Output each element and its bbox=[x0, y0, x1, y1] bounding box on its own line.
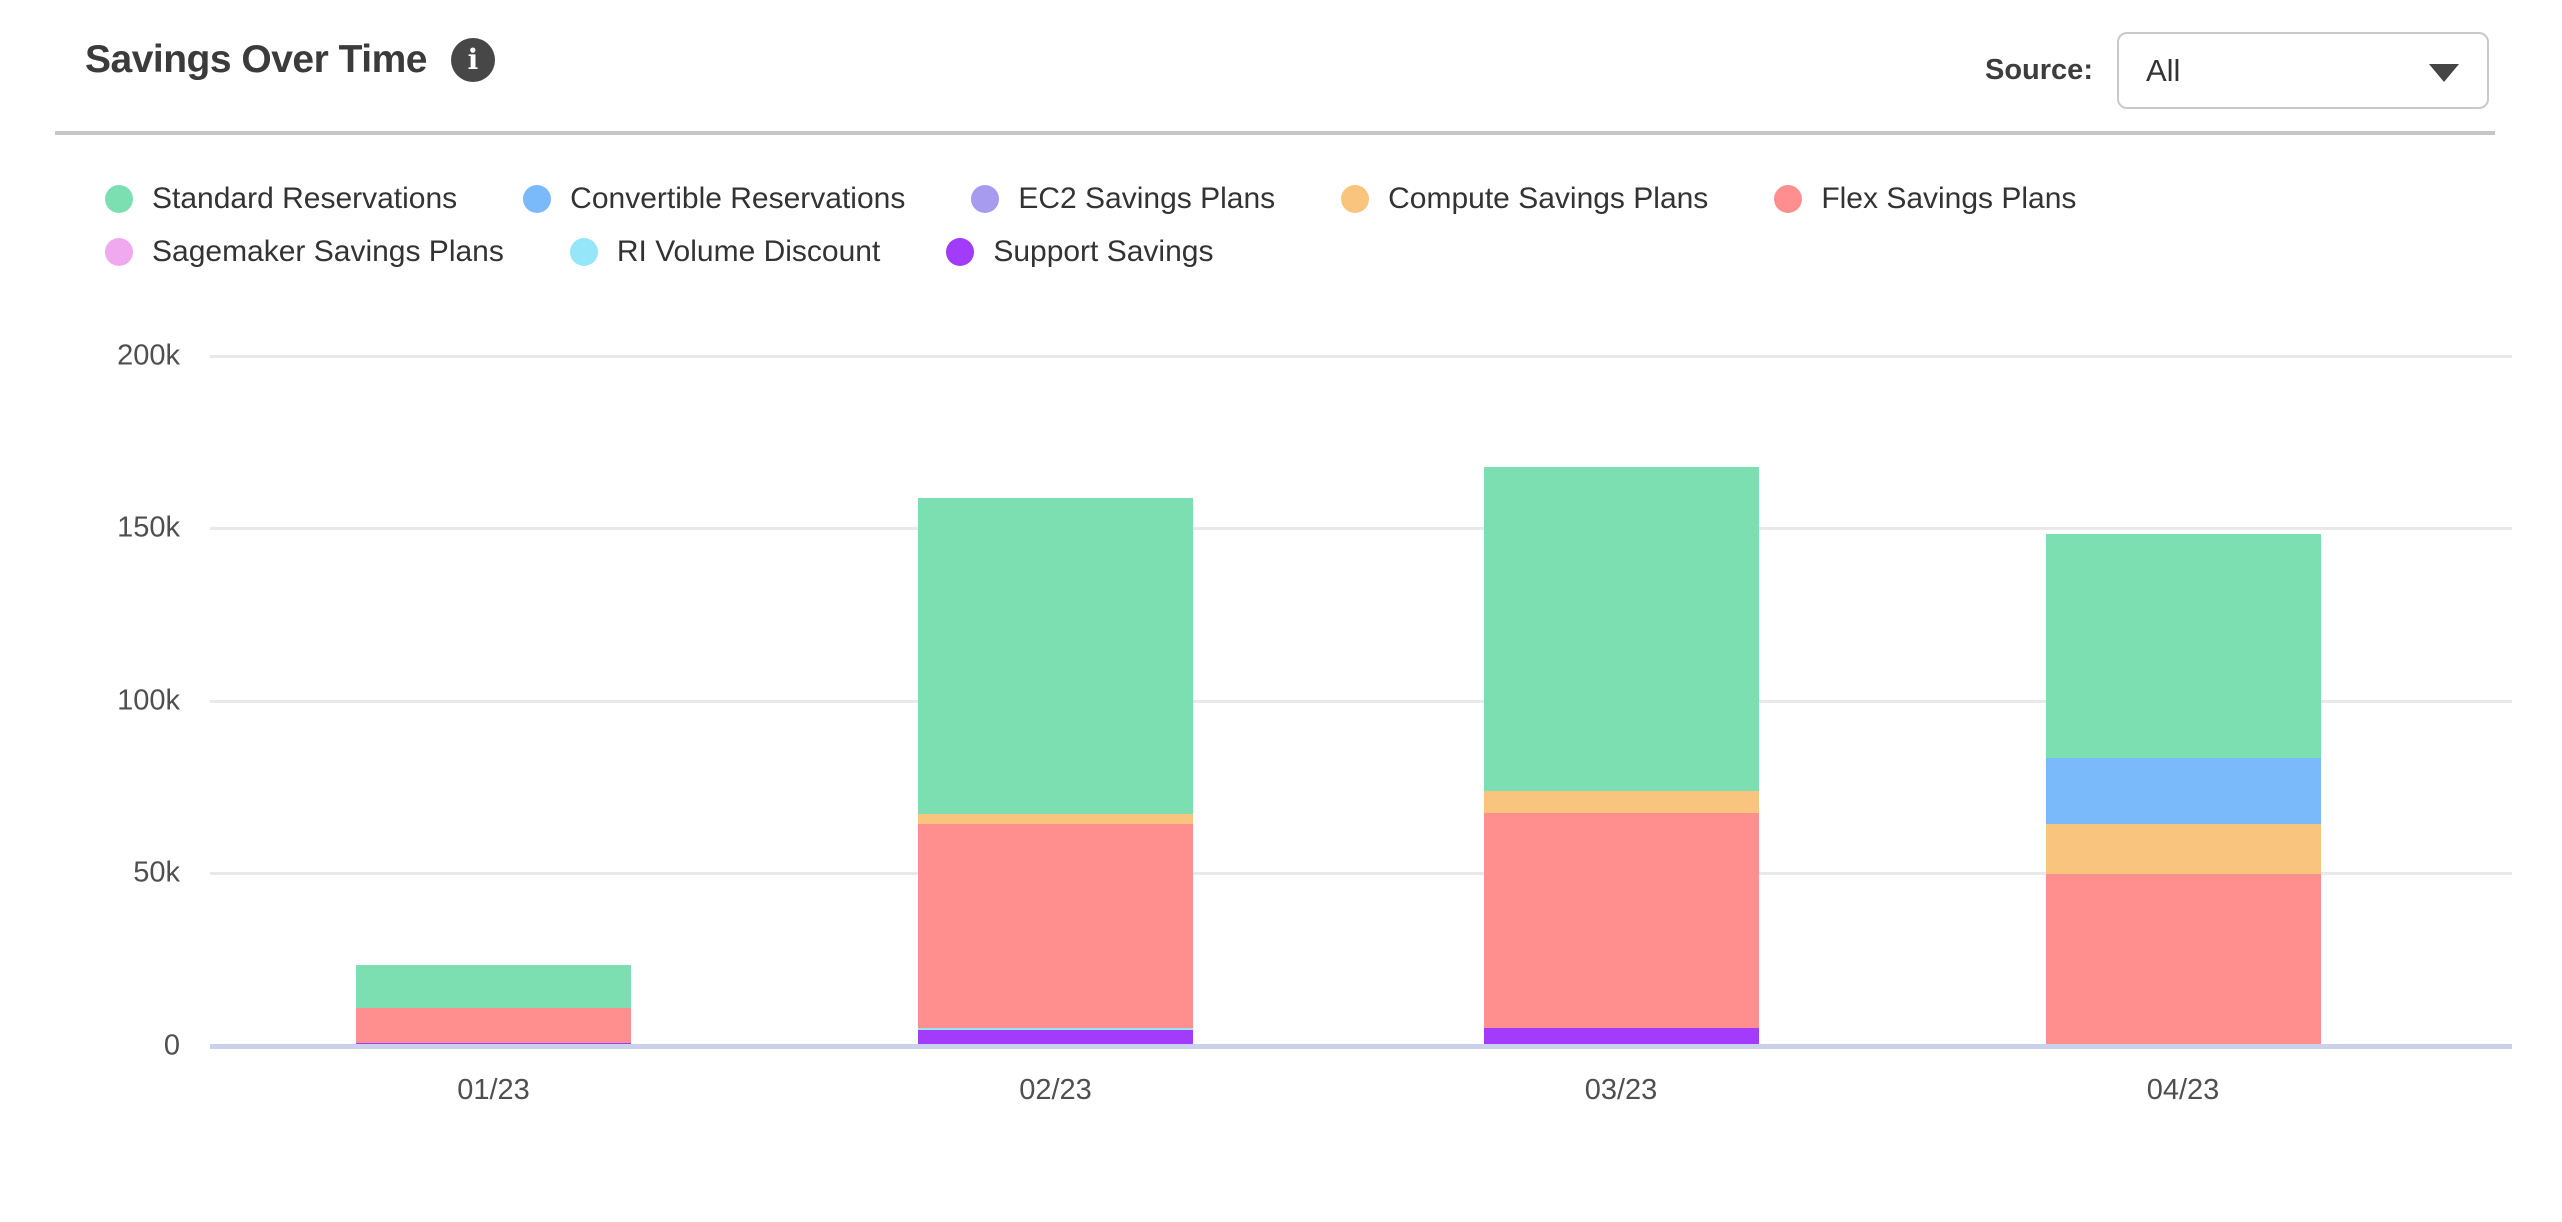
bar-segment[interactable] bbox=[918, 1027, 1193, 1031]
bar-segment[interactable] bbox=[356, 1008, 631, 1043]
legend-dot-icon bbox=[105, 185, 133, 213]
legend-item-label: Compute Savings Plans bbox=[1388, 182, 1709, 215]
y-axis-tick-label: 200k bbox=[117, 339, 180, 372]
chevron-down-icon bbox=[2428, 63, 2459, 82]
bar-segment[interactable] bbox=[1483, 1027, 1759, 1046]
legend-item-label: Support Savings bbox=[993, 235, 1214, 268]
legend-dot-icon bbox=[971, 185, 1000, 213]
legend-item[interactable]: EC2 Savings Plans bbox=[971, 182, 1275, 216]
legend-item[interactable]: Support Savings bbox=[946, 235, 1213, 269]
legend-item[interactable]: Sagemaker Savings Plans bbox=[105, 235, 504, 269]
legend-item[interactable]: RI Volume Discount bbox=[569, 235, 881, 269]
legend-dot-icon bbox=[523, 185, 552, 213]
bar-segment[interactable] bbox=[2045, 757, 2321, 825]
legend-row: Standard Reservations Convertible Reserva… bbox=[105, 182, 2076, 216]
legend-item-label: EC2 Savings Plans bbox=[1018, 182, 1276, 215]
info-icon-glyph: i bbox=[467, 43, 479, 76]
x-axis-tick-label: 03/23 bbox=[1584, 1074, 1658, 1106]
bar-segment[interactable] bbox=[2045, 824, 2321, 875]
legend: Standard Reservations Convertible Reserva… bbox=[105, 182, 2076, 269]
bar-segment[interactable] bbox=[918, 813, 1193, 824]
legend-item-label: Convertible Reservations bbox=[570, 182, 906, 215]
page-title: Savings Over Time bbox=[85, 38, 427, 81]
source-label: Source: bbox=[1985, 54, 2093, 86]
legend-item[interactable]: Standard Reservations bbox=[105, 182, 457, 216]
bar-segment[interactable] bbox=[918, 497, 1193, 814]
bar-segment[interactable] bbox=[1483, 813, 1759, 1028]
source-dropdown-value: All bbox=[2145, 52, 2181, 88]
bar-segment[interactable] bbox=[2045, 874, 2321, 1046]
y-axis-tick-label: 100k bbox=[117, 684, 180, 717]
legend-item-label: Sagemaker Savings Plans bbox=[152, 235, 504, 268]
legend-item-label: Standard Reservations bbox=[152, 182, 458, 215]
source-dropdown[interactable]: All bbox=[2116, 32, 2489, 109]
legend-item[interactable]: Compute Savings Plans bbox=[1341, 182, 1708, 216]
info-icon[interactable]: i bbox=[450, 38, 495, 82]
bar-segment[interactable] bbox=[1483, 790, 1759, 814]
x-axis-tick-label: 04/23 bbox=[2146, 1074, 2220, 1106]
legend-item-label: Flex Savings Plans bbox=[1821, 182, 2077, 215]
legend-item[interactable]: Convertible Reservations bbox=[523, 182, 905, 216]
bar-segment[interactable] bbox=[2045, 534, 2321, 758]
legend-item-label: RI Volume Discount bbox=[616, 235, 881, 268]
gridline bbox=[210, 354, 2512, 358]
legend-dot-icon bbox=[1774, 185, 1803, 213]
bar-segment[interactable] bbox=[356, 965, 631, 1009]
y-axis-tick-label: 150k bbox=[117, 511, 180, 544]
legend-dot-icon bbox=[946, 238, 975, 266]
legend-dot-icon bbox=[105, 238, 133, 266]
bar-segment[interactable] bbox=[918, 1030, 1193, 1046]
gridline bbox=[210, 527, 2512, 531]
card-header: Savings Over Time i bbox=[85, 38, 495, 82]
bar-segment[interactable] bbox=[1483, 466, 1759, 791]
header-divider bbox=[55, 131, 2495, 135]
bar-segment[interactable] bbox=[918, 823, 1193, 1028]
x-axis-line bbox=[210, 1044, 2512, 1049]
gridline bbox=[210, 699, 2512, 703]
legend-dot-icon bbox=[569, 238, 598, 266]
legend-row: Sagemaker Savings Plans RI Volume Discoun… bbox=[105, 235, 2076, 269]
y-axis-tick-label: 50k bbox=[133, 856, 180, 889]
gridline bbox=[210, 872, 2512, 876]
x-axis-tick-label: 01/23 bbox=[457, 1074, 530, 1106]
source-control: Source: All bbox=[1985, 32, 2489, 109]
legend-item[interactable]: Flex Savings Plans bbox=[1774, 182, 2076, 216]
y-axis-tick-label: 0 bbox=[163, 1029, 180, 1062]
legend-dot-icon bbox=[1341, 185, 1370, 213]
x-axis-tick-label: 02/23 bbox=[1019, 1074, 1092, 1106]
